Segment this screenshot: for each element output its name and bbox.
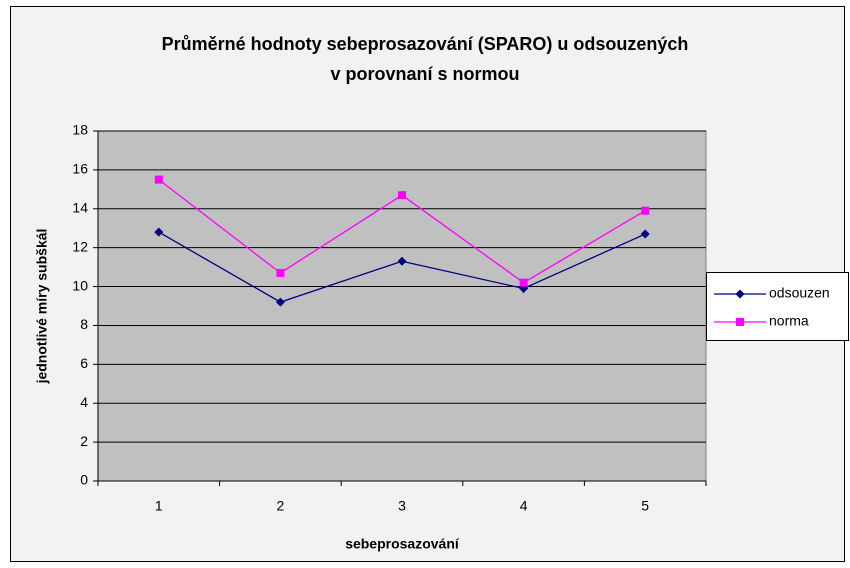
x-tick-label: 2: [277, 498, 285, 514]
x-tick-label: 1: [155, 498, 163, 514]
marker: [154, 227, 164, 237]
y-tick-label: 12: [72, 238, 88, 254]
y-tick-label: 0: [80, 472, 88, 488]
y-tick-label: 14: [72, 199, 88, 215]
chart-title: Průměrné hodnoty sebeprosazování (SPARO)…: [162, 34, 689, 54]
y-tick-label: 10: [72, 277, 88, 293]
y-tick-label: 8: [80, 316, 88, 332]
legend: [706, 272, 849, 341]
x-tick-label: 5: [641, 498, 649, 514]
marker: [154, 175, 163, 184]
y-tick-label: 6: [80, 355, 88, 371]
plot-area: [97, 130, 707, 482]
marker: [398, 191, 406, 200]
marker: [276, 268, 285, 277]
y-tick-label: 16: [72, 161, 88, 177]
legend-label: odsouzen: [769, 285, 830, 301]
legend-label: norma: [769, 313, 809, 329]
marker: [275, 297, 285, 307]
y-tick-label: 4: [80, 394, 88, 410]
y-axis-title: jednotlivé míry subškál: [34, 229, 50, 385]
marker: [519, 278, 528, 287]
marker: [397, 256, 407, 266]
marker: [640, 229, 650, 239]
marker: [736, 318, 744, 326]
marker: [735, 289, 745, 299]
x-tick-label: 4: [520, 498, 528, 514]
y-tick-label: 18: [72, 122, 88, 138]
y-tick-label: 2: [80, 433, 88, 449]
marker: [641, 206, 650, 215]
x-tick-label: 3: [398, 498, 406, 514]
chart-title: v porovnaní s normou: [330, 64, 519, 84]
x-axis-title: sebeprosazování: [345, 536, 460, 552]
